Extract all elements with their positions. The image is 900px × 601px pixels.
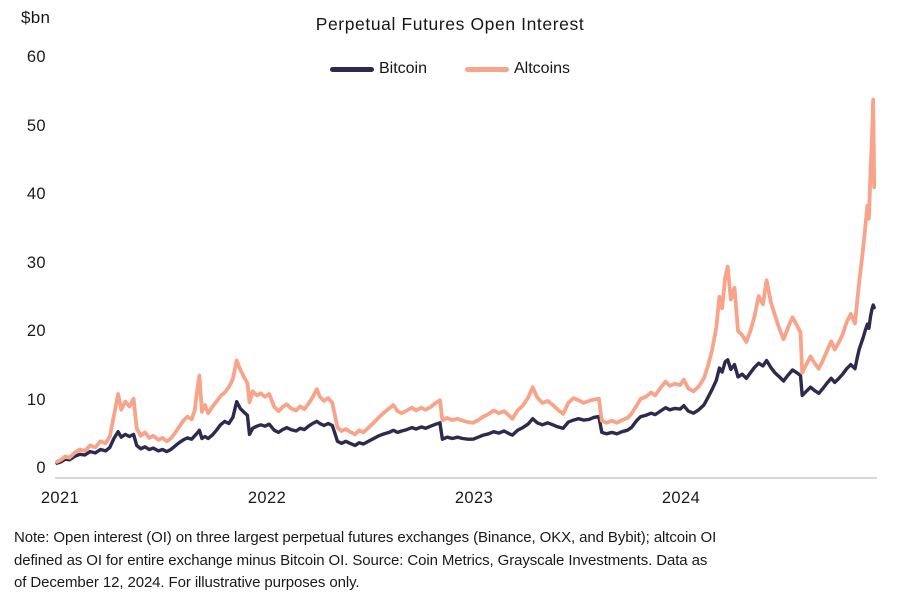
x-tick-label: 2021 xyxy=(40,489,80,507)
footnote-line-2: defined as OI for entire exchange minus … xyxy=(14,551,708,569)
chart-legend: Bitcoin Altcoins xyxy=(0,60,900,78)
y-tick-label: 0 xyxy=(36,459,46,477)
footnote-line-3: of December 12, 2024. For illustrative p… xyxy=(14,574,360,591)
series-line-altcoins xyxy=(55,97,877,464)
y-tick-label: 30 xyxy=(26,253,46,272)
x-tick-label: 2024 xyxy=(661,489,701,507)
y-axis-unit-label: $bn xyxy=(21,8,51,27)
y-tick-label: 10 xyxy=(26,390,46,409)
chart-title: Perpetual Futures Open Interest xyxy=(315,14,585,34)
legend-label-bitcoin: Bitcoin xyxy=(378,60,427,77)
bitcoin-line-swatch xyxy=(329,66,374,72)
y-tick-label: 20 xyxy=(26,322,46,340)
y-tick-label: 50 xyxy=(26,116,46,135)
x-tick-label: 2023 xyxy=(454,489,494,507)
y-tick-label: 40 xyxy=(26,185,46,203)
footnote: Note: Open interest (OI) on three larges… xyxy=(14,527,716,595)
x-tick-label: 2022 xyxy=(247,489,287,507)
legend-item-bitcoin: Bitcoin xyxy=(329,60,427,78)
altcoins-line-swatch xyxy=(465,66,509,72)
legend-item-altcoins: Altcoins xyxy=(465,60,570,78)
series-line-bitcoin xyxy=(55,303,876,465)
y-tick-label: 60 xyxy=(26,48,46,66)
legend-label-altcoins: Altcoins xyxy=(514,60,571,77)
footnote-line-1: Note: Open interest (OI) on three larges… xyxy=(14,529,717,546)
